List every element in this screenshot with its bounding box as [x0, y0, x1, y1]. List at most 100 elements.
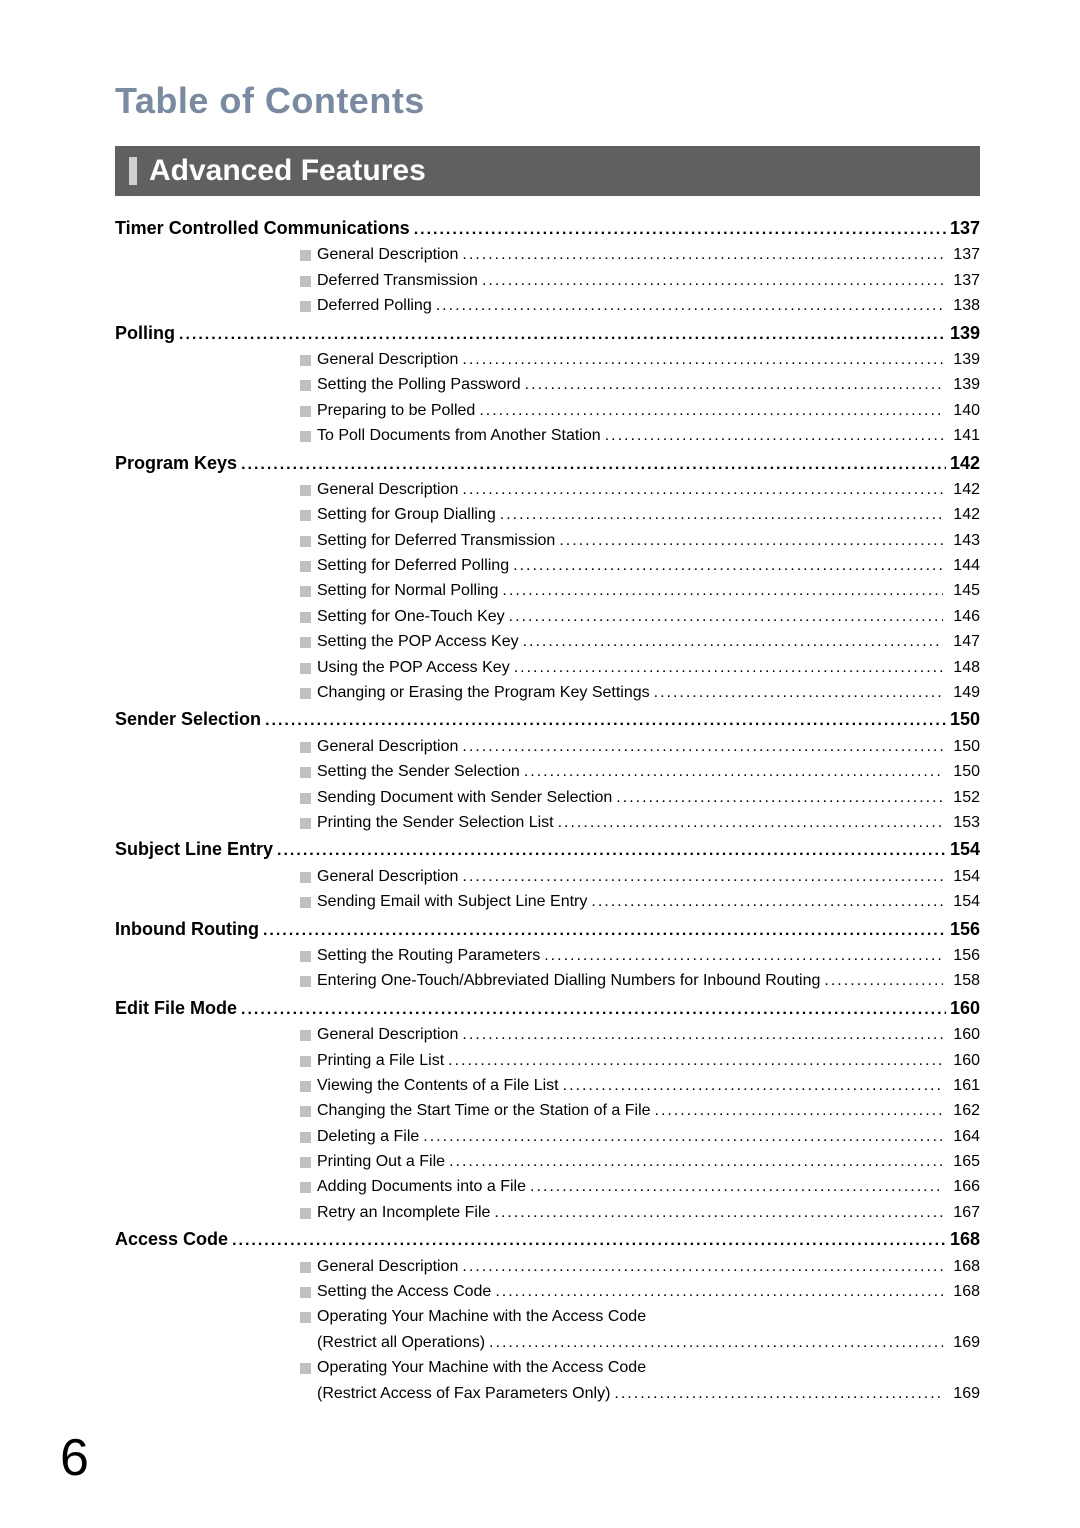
bullet-icon: [300, 431, 311, 442]
sub-page: 166: [947, 1176, 980, 1198]
dot-leader: [514, 657, 944, 679]
toc-sub-row: Retry an Incomplete File167: [115, 1202, 980, 1224]
bullet-icon: [300, 742, 311, 753]
dot-leader: [232, 1230, 946, 1252]
section-label: Subject Line Entry: [115, 837, 273, 862]
sub-label: Sending Document with Sender Selection: [317, 787, 612, 809]
toc-sub-row: Sending Document with Sender Selection15…: [115, 787, 980, 809]
bullet-icon: [300, 663, 311, 674]
bullet-icon: [300, 1363, 311, 1374]
bullet-icon: [300, 767, 311, 778]
sub-label: Retry an Incomplete File: [317, 1202, 490, 1224]
bullet-icon: [300, 1287, 311, 1298]
dot-leader: [495, 1281, 943, 1303]
bullet-icon: [300, 1132, 311, 1143]
sub-page: 165: [947, 1151, 980, 1173]
toc-sub-row: Setting for Deferred Polling144: [115, 555, 980, 577]
dot-leader: [462, 244, 943, 266]
sub-page: 149: [947, 682, 980, 704]
bullet-icon: [300, 510, 311, 521]
sub-label: Viewing the Contents of a File List: [317, 1075, 559, 1097]
dot-leader: [489, 1332, 943, 1354]
bullet-icon: [300, 688, 311, 699]
sub-page: 144: [947, 555, 980, 577]
dot-leader: [509, 606, 944, 628]
dot-leader: [462, 736, 943, 758]
dot-leader: [655, 1100, 944, 1122]
dot-leader: [423, 1126, 943, 1148]
sub-page: 142: [947, 504, 980, 526]
sub-page: 139: [947, 374, 980, 396]
dot-leader: [525, 374, 944, 396]
section-page: 168: [950, 1227, 980, 1252]
dot-leader: [500, 504, 944, 526]
dot-leader: [502, 580, 943, 602]
dot-leader: [462, 1256, 943, 1278]
toc-sub-row-cont: (Restrict all Operations)169: [115, 1332, 980, 1354]
bullet-icon: [300, 951, 311, 962]
sub-page: 146: [947, 606, 980, 628]
section-label: Sender Selection: [115, 707, 261, 732]
dot-leader: [265, 710, 946, 732]
bullet-icon: [300, 1081, 311, 1092]
toc-section-row: Subject Line Entry154: [115, 837, 980, 862]
toc-section-row: Inbound Routing 156: [115, 917, 980, 942]
toc-sub-row: Setting the Sender Selection150: [115, 761, 980, 783]
sub-label: Setting for Normal Polling: [317, 580, 498, 602]
dot-leader: [414, 219, 946, 241]
sub-page: 143: [947, 530, 980, 552]
section-page: 139: [950, 321, 980, 346]
dot-leader: [558, 812, 944, 834]
section-page: 156: [950, 917, 980, 942]
toc-section-row: Timer Controlled Communications137: [115, 216, 980, 241]
bullet-icon: [300, 1106, 311, 1117]
sub-label: Entering One-Touch/Abbreviated Dialling …: [317, 970, 820, 992]
toc-section-row: Edit File Mode160: [115, 996, 980, 1021]
toc-sub-row: General Description154: [115, 866, 980, 888]
sub-label: Operating Your Machine with the Access C…: [317, 1306, 646, 1328]
toc-sub-row: Setting the Access Code168: [115, 1281, 980, 1303]
dot-leader: [654, 682, 944, 704]
bullet-icon: [300, 1208, 311, 1219]
sub-label: General Description: [317, 1256, 458, 1278]
section-label: Inbound Routing: [115, 917, 259, 942]
toc-sub-row: Viewing the Contents of a File List161: [115, 1075, 980, 1097]
toc-sub-row: Using the POP Access Key148: [115, 657, 980, 679]
bullet-icon: [300, 276, 311, 287]
sub-label: General Description: [317, 479, 458, 501]
bullet-icon: [300, 250, 311, 261]
dot-leader: [179, 324, 946, 346]
bullet-icon: [300, 1157, 311, 1168]
sub-label: Setting the Polling Password: [317, 374, 521, 396]
banner-text: Advanced Features: [149, 154, 426, 188]
toc-sub-row: Setting for Group Dialling142: [115, 504, 980, 526]
bullet-icon: [300, 301, 311, 312]
bullet-icon: [300, 536, 311, 547]
dot-leader: [513, 555, 943, 577]
bullet-icon: [300, 406, 311, 417]
sub-page: 137: [947, 270, 980, 292]
toc-sub-row: Changing the Start Time or the Station o…: [115, 1100, 980, 1122]
toc-sub-row: Adding Documents into a File166: [115, 1176, 980, 1198]
section-label: Timer Controlled Communications: [115, 216, 410, 241]
toc-sub-row: Operating Your Machine with the Access C…: [115, 1357, 980, 1379]
sub-page: 162: [947, 1100, 980, 1122]
sub-label: General Description: [317, 244, 458, 266]
toc-sub-row: Setting for Deferred Transmission143: [115, 530, 980, 552]
toc-sub-row: Printing Out a File165: [115, 1151, 980, 1173]
dot-leader: [563, 1075, 944, 1097]
bullet-icon: [300, 380, 311, 391]
page-title: Table of Contents: [115, 80, 980, 122]
dot-leader: [277, 840, 946, 862]
sub-label: General Description: [317, 1024, 458, 1046]
sub-page: 164: [947, 1126, 980, 1148]
bullet-icon: [300, 1056, 311, 1067]
sub-page: 137: [947, 244, 980, 266]
dot-leader: [462, 1024, 943, 1046]
toc-sub-row: Entering One-Touch/Abbreviated Dialling …: [115, 970, 980, 992]
dot-leader: [494, 1202, 943, 1224]
dot-leader: [605, 425, 944, 447]
sub-label: Deferred Polling: [317, 295, 432, 317]
sub-page: 139: [947, 349, 980, 371]
sub-page: 141: [947, 425, 980, 447]
